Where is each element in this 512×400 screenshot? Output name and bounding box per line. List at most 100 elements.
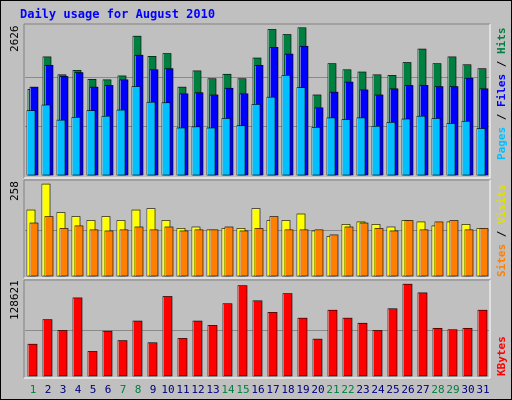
x-tick-label: 25 [386, 383, 399, 396]
bar-pages [86, 110, 96, 176]
bar-sites [479, 228, 489, 277]
x-tick-label: 11 [176, 383, 189, 396]
bar-sites [194, 229, 204, 277]
bar-sites [104, 230, 114, 277]
bar-pages [461, 120, 471, 176]
bar-kbytes [282, 293, 293, 377]
bar-kbytes [72, 297, 83, 377]
bar-sites [209, 229, 219, 277]
bar-kbytes [42, 319, 53, 377]
bars-pages-files-hits [26, 27, 489, 176]
bar-pages [311, 127, 321, 176]
legend-pages: Pages [495, 127, 508, 160]
bar-sites [284, 229, 294, 277]
bar-pages [191, 126, 201, 176]
bar-kbytes [312, 338, 323, 377]
x-tick-label: 14 [221, 383, 235, 396]
bar-kbytes [57, 330, 68, 377]
x-tick-label: 5 [90, 383, 97, 396]
bar-sites [389, 230, 399, 277]
bar-pages [221, 118, 231, 176]
bar-pages [476, 128, 486, 176]
x-tick-label: 7 [120, 383, 127, 396]
x-tick-label: 31 [476, 383, 489, 396]
x-tick-label: 3 [60, 383, 67, 396]
bar-kbytes [207, 325, 218, 377]
x-tick-label: 17 [266, 383, 279, 396]
x-tick-label: 15 [236, 383, 249, 396]
bar-sites [44, 216, 54, 277]
bar-sites [224, 226, 234, 277]
bar-kbytes [87, 351, 98, 377]
bar-sites [59, 228, 69, 277]
bar-sites [359, 222, 369, 277]
x-tick-label: 16 [251, 383, 264, 396]
bar-pages [41, 104, 51, 176]
bar-sites [434, 221, 444, 277]
bar-kbytes [387, 308, 398, 377]
x-tick-label: 30 [461, 383, 474, 396]
bars-sites-visits [26, 183, 489, 277]
bars-kbytes [27, 283, 488, 377]
bar-kbytes [192, 320, 203, 377]
bar-pages [296, 87, 306, 176]
bottom-axis-max-label: 128621 [8, 280, 21, 320]
x-tick-label: 6 [105, 383, 112, 396]
x-tick-label: 18 [281, 383, 294, 396]
bar-pages [431, 118, 441, 176]
bar-pages [386, 122, 396, 176]
bar-kbytes [462, 327, 473, 377]
bar-kbytes [417, 292, 428, 377]
bar-sites [344, 226, 354, 277]
legend-middle: Sites / Visits [495, 184, 508, 277]
bar-kbytes [252, 300, 263, 377]
x-tick-label: 12 [191, 383, 204, 396]
bar-pages [236, 125, 246, 176]
x-tick-label: 9 [150, 383, 157, 396]
bar-sites [464, 229, 474, 277]
bar-pages [146, 101, 156, 176]
bar-pages [326, 117, 336, 176]
bar-pages [131, 86, 141, 176]
bar-sites [314, 229, 324, 277]
bar-kbytes [27, 343, 38, 377]
bar-kbytes [327, 309, 338, 377]
bar-sites [404, 220, 414, 277]
bar-pages [401, 118, 411, 176]
bar-pages [446, 123, 456, 176]
bar-pages [356, 117, 366, 176]
bar-sites [89, 229, 99, 277]
legend-hits: Hits [495, 28, 508, 55]
bar-kbytes [432, 327, 443, 377]
bar-pages [71, 117, 81, 176]
bar-pages [416, 115, 426, 176]
bar-kbytes [372, 330, 383, 377]
bar-kbytes [222, 303, 233, 377]
x-tick-label: 22 [341, 383, 354, 396]
bar-sites [149, 229, 159, 277]
bar-pages [266, 96, 276, 176]
x-axis-day-labels: 1 2 3 4 5 6 7 8 9 10 11 12 13 14 15 16 17 18 19 20 21 22 23 24 2… [30, 383, 490, 396]
top-axis-max-label: 2626 [8, 26, 21, 53]
bar-kbytes [342, 317, 353, 377]
bar-kbytes [267, 312, 278, 377]
bar-pages [101, 115, 111, 176]
legend-visits: Visits [495, 184, 508, 224]
bar-kbytes [402, 283, 413, 377]
bar-pages [251, 104, 261, 176]
bar-sites [29, 222, 39, 277]
legend-top: Pages / Files / Hits [495, 28, 508, 161]
bar-sites [329, 234, 339, 277]
bar-sites [299, 229, 309, 277]
bar-kbytes [117, 340, 128, 377]
x-tick-label: 24 [371, 383, 385, 396]
legend-separator: / [495, 224, 508, 244]
x-tick-label: 19 [296, 383, 309, 396]
bar-pages [56, 119, 66, 176]
bar-sites [164, 226, 174, 277]
bar-sites [374, 228, 384, 277]
chart-title: Daily usage for August 2010 [20, 7, 215, 21]
bar-pages [206, 127, 216, 176]
bar-pages [26, 110, 36, 176]
bar-sites [269, 216, 279, 277]
